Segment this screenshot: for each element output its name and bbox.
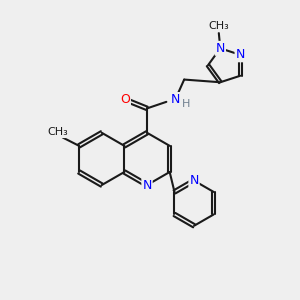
Text: O: O	[120, 93, 130, 106]
Text: N: N	[171, 93, 180, 106]
Text: N: N	[189, 174, 199, 187]
Text: CH₃: CH₃	[47, 127, 68, 137]
Text: H: H	[182, 99, 190, 109]
Text: N: N	[236, 48, 245, 61]
Text: N: N	[142, 178, 152, 192]
Text: N: N	[216, 42, 225, 55]
Text: CH₃: CH₃	[208, 21, 229, 31]
